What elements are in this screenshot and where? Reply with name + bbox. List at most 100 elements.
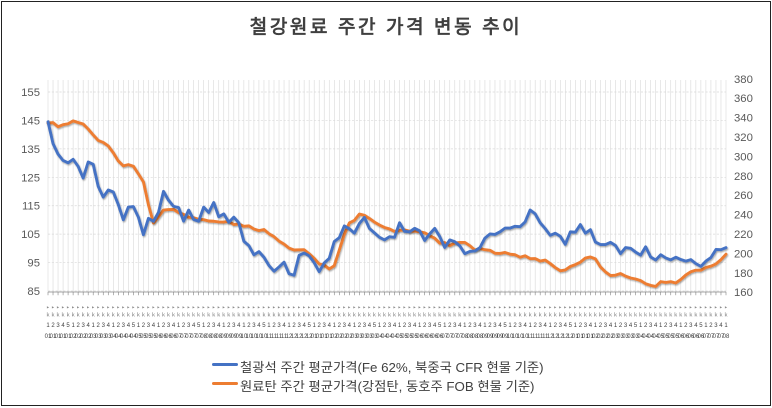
svg-text:▸: ▸ bbox=[685, 305, 688, 310]
svg-text:2: 2 bbox=[468, 323, 472, 329]
svg-text:2: 2 bbox=[272, 323, 276, 329]
svg-text:▸: ▸ bbox=[137, 305, 140, 310]
svg-text:▸: ▸ bbox=[418, 305, 421, 310]
svg-text:▸: ▸ bbox=[122, 305, 125, 310]
svg-text:▸: ▸ bbox=[233, 305, 236, 310]
svg-text:▸: ▸ bbox=[358, 305, 361, 310]
svg-text:▸: ▸ bbox=[519, 305, 522, 310]
svg-text:4: 4 bbox=[237, 323, 241, 329]
svg-text:▸: ▸ bbox=[554, 305, 557, 310]
svg-text:3: 3 bbox=[559, 323, 563, 329]
svg-text:2: 2 bbox=[292, 323, 296, 329]
svg-text:1: 1 bbox=[313, 323, 317, 329]
svg-text:▸: ▸ bbox=[87, 305, 90, 310]
svg-text:▸: ▸ bbox=[328, 305, 331, 310]
svg-text:▸: ▸ bbox=[599, 305, 602, 310]
svg-text:1: 1 bbox=[157, 323, 161, 329]
svg-text:▸: ▸ bbox=[343, 305, 346, 310]
svg-text:▸: ▸ bbox=[639, 305, 642, 310]
svg-text:▸: ▸ bbox=[604, 305, 607, 310]
svg-text:3: 3 bbox=[518, 323, 522, 329]
svg-text:▸: ▸ bbox=[514, 305, 517, 310]
svg-text:▸: ▸ bbox=[529, 305, 532, 310]
svg-text:5: 5 bbox=[699, 323, 703, 329]
svg-text:4: 4 bbox=[478, 323, 482, 329]
svg-text:▸: ▸ bbox=[368, 305, 371, 310]
svg-text:5: 5 bbox=[503, 323, 507, 329]
svg-text:4: 4 bbox=[674, 323, 678, 329]
svg-text:▸: ▸ bbox=[182, 305, 185, 310]
svg-text:▸: ▸ bbox=[353, 305, 356, 310]
svg-text:1: 1 bbox=[704, 323, 708, 329]
svg-text:▸: ▸ bbox=[218, 305, 221, 310]
svg-text:1: 1 bbox=[71, 323, 75, 329]
svg-text:360: 360 bbox=[734, 93, 753, 105]
svg-text:2: 2 bbox=[117, 323, 121, 329]
svg-text:1: 1 bbox=[287, 323, 291, 329]
svg-text:3: 3 bbox=[363, 323, 367, 329]
svg-text:▸: ▸ bbox=[293, 305, 296, 310]
svg-text:▸: ▸ bbox=[474, 305, 477, 310]
svg-text:▸: ▸ bbox=[629, 305, 632, 310]
svg-text:2: 2 bbox=[358, 323, 362, 329]
svg-text:1: 1 bbox=[594, 323, 598, 329]
svg-text:▸: ▸ bbox=[52, 305, 55, 310]
svg-text:3: 3 bbox=[277, 323, 281, 329]
svg-text:380: 380 bbox=[734, 74, 753, 86]
svg-text:▸: ▸ bbox=[127, 305, 130, 310]
svg-text:340: 340 bbox=[734, 113, 753, 125]
svg-text:5: 5 bbox=[438, 323, 442, 329]
svg-text:3: 3 bbox=[453, 323, 457, 329]
svg-text:220: 220 bbox=[734, 229, 753, 241]
svg-text:3: 3 bbox=[81, 323, 85, 329]
svg-text:3: 3 bbox=[102, 323, 106, 329]
svg-text:4: 4 bbox=[654, 323, 658, 329]
svg-text:▸: ▸ bbox=[720, 305, 723, 310]
svg-text:260: 260 bbox=[734, 190, 753, 202]
svg-text:135: 135 bbox=[21, 144, 40, 156]
svg-text:3: 3 bbox=[122, 323, 126, 329]
svg-text:▸: ▸ bbox=[439, 305, 442, 310]
svg-text:3: 3 bbox=[56, 323, 60, 329]
svg-text:2: 2 bbox=[579, 323, 583, 329]
svg-text:▸: ▸ bbox=[705, 305, 708, 310]
svg-text:2: 2 bbox=[162, 323, 166, 329]
svg-text:5: 5 bbox=[569, 323, 573, 329]
svg-text:▸: ▸ bbox=[198, 305, 201, 310]
svg-text:3: 3 bbox=[232, 323, 236, 329]
svg-text:ｋ: ｋ bbox=[723, 312, 728, 319]
svg-text:2: 2 bbox=[142, 323, 146, 329]
svg-text:▸: ▸ bbox=[459, 305, 462, 310]
svg-text:▸: ▸ bbox=[499, 305, 502, 310]
svg-text:105: 105 bbox=[21, 229, 40, 241]
svg-text:▸: ▸ bbox=[403, 305, 406, 310]
svg-text:320: 320 bbox=[734, 132, 753, 144]
svg-text:▸: ▸ bbox=[574, 305, 577, 310]
svg-text:▸: ▸ bbox=[429, 305, 432, 310]
svg-text:▸: ▸ bbox=[82, 305, 85, 310]
svg-text:▸: ▸ bbox=[258, 305, 261, 310]
svg-text:▸: ▸ bbox=[695, 305, 698, 310]
svg-text:▸: ▸ bbox=[524, 305, 527, 310]
svg-text:▸: ▸ bbox=[609, 305, 612, 310]
svg-text:5: 5 bbox=[66, 323, 70, 329]
svg-text:2: 2 bbox=[513, 323, 517, 329]
svg-text:2: 2 bbox=[207, 323, 211, 329]
svg-text:▸: ▸ bbox=[469, 305, 472, 310]
svg-text:1: 1 bbox=[659, 323, 663, 329]
svg-text:5: 5 bbox=[132, 323, 136, 329]
svg-text:2: 2 bbox=[488, 323, 492, 329]
svg-text:4: 4 bbox=[152, 323, 156, 329]
svg-text:3: 3 bbox=[473, 323, 477, 329]
svg-text:▸: ▸ bbox=[494, 305, 497, 310]
svg-text:4: 4 bbox=[107, 323, 111, 329]
svg-text:▸: ▸ bbox=[77, 305, 80, 310]
svg-text:▸: ▸ bbox=[283, 305, 286, 310]
svg-text:5: 5 bbox=[634, 323, 638, 329]
svg-text:1: 1 bbox=[724, 323, 728, 329]
svg-text:▸: ▸ bbox=[288, 305, 291, 310]
svg-text:2: 2 bbox=[448, 323, 452, 329]
svg-text:08: 08 bbox=[723, 334, 730, 340]
svg-text:▸: ▸ bbox=[192, 305, 195, 310]
svg-text:3: 3 bbox=[343, 323, 347, 329]
